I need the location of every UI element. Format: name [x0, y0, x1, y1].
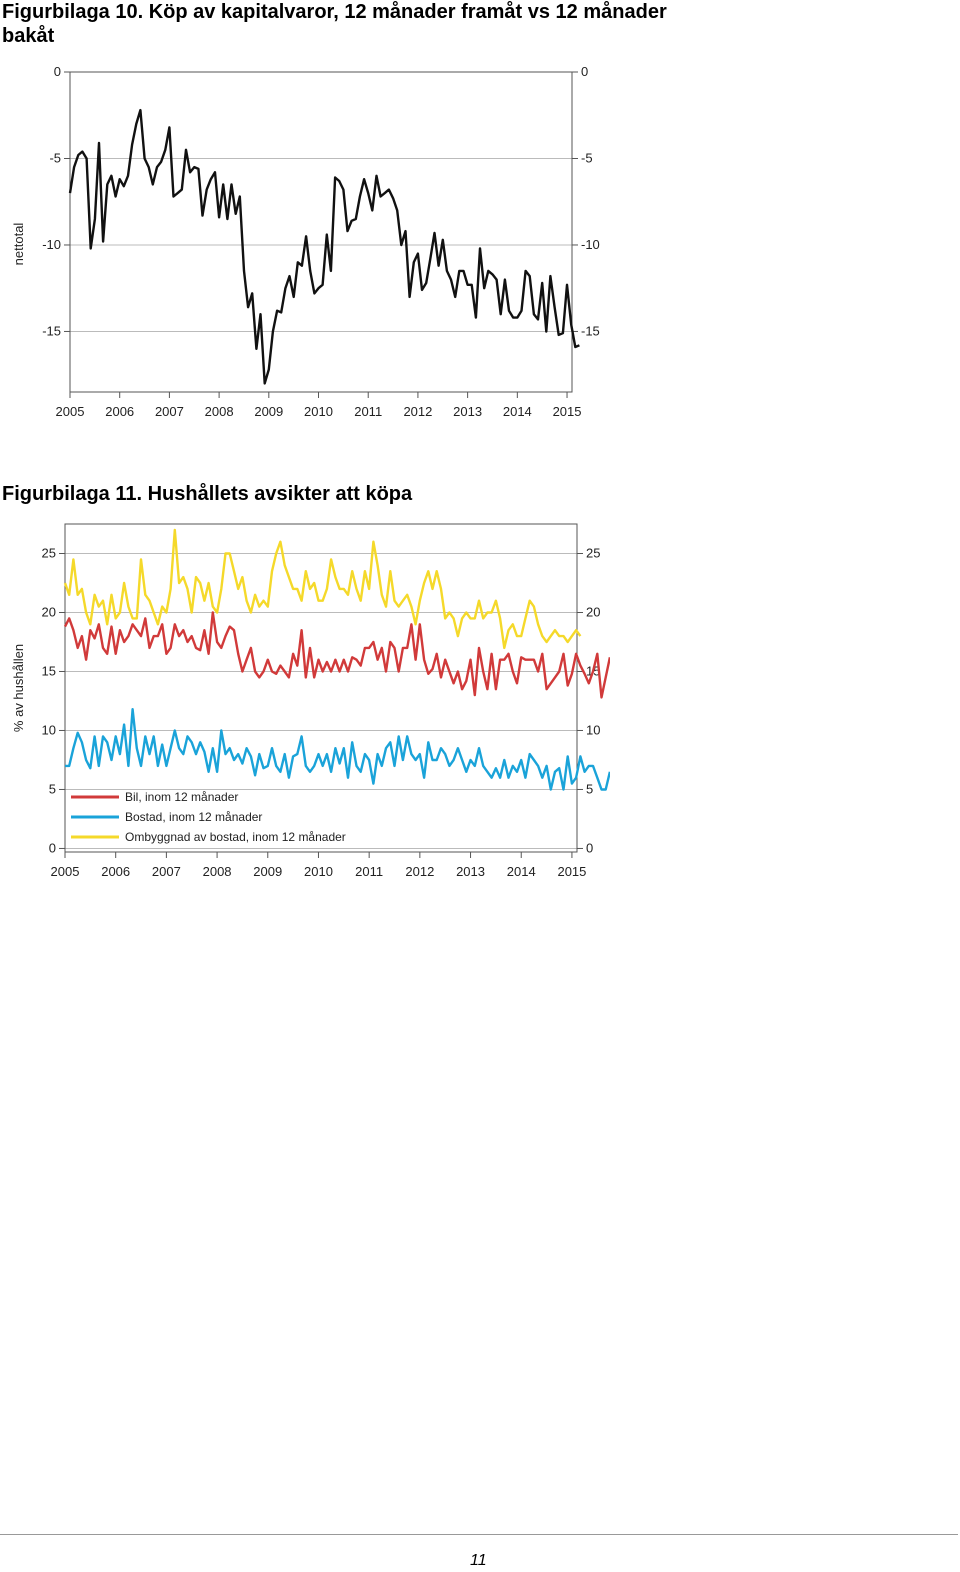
ytick-label-right-5: 5: [586, 781, 593, 796]
ytick-label-right--5: -5: [581, 150, 593, 165]
xtick-label-2013: 2013: [453, 404, 482, 419]
xtick-label-2009: 2009: [254, 404, 283, 419]
xtick-label-2011: 2011: [354, 404, 382, 419]
xtick-label-2007: 2007: [152, 864, 181, 879]
figure-11-legend: Bil, inom 12 månader Bostad, inom 12 måna…: [71, 790, 346, 844]
figure-11-plot-frame: [64, 523, 578, 853]
figure-10-title: Figurbilaga 10. Köp av kapitalvaror, 12 …: [2, 1, 667, 47]
xtick-label-2006: 2006: [105, 404, 134, 419]
ytick-label-left-10: 10: [42, 722, 56, 737]
legend-label-2: Bostad, inom 12 månader: [125, 810, 262, 824]
figure-11-grid: [65, 552, 577, 849]
figure-11-series: [63, 528, 610, 791]
legend-label-3: Ombyggnad av bostad, inom 12 månader: [125, 830, 346, 844]
ytick-label-right--15: -15: [581, 323, 600, 338]
page-number: 11: [470, 1552, 487, 1569]
series-line-1: [63, 611, 610, 699]
figure-11-x-ticks: 2005 2006 2007 2008 2009 2010 2011 2012 2013 2014…: [51, 852, 586, 879]
xtick-label-2015: 2015: [553, 404, 582, 419]
series-line-1: [68, 108, 580, 385]
ytick-label-left--10: -10: [42, 237, 61, 252]
figure-10-series: [68, 108, 580, 385]
ytick-label-right-0: 0: [581, 64, 588, 79]
ytick-label-left-5: 5: [49, 781, 56, 796]
xtick-label-2008: 2008: [205, 404, 234, 419]
xtick-label-2012: 2012: [403, 404, 432, 419]
ytick-label-right-10: 10: [586, 722, 600, 737]
xtick-label-2012: 2012: [405, 864, 434, 879]
legend-label-1: Bil, inom 12 månader: [125, 790, 238, 804]
xtick-label-2006: 2006: [101, 864, 130, 879]
xtick-label-2013: 2013: [456, 864, 485, 879]
ytick-label-left-20: 20: [42, 604, 56, 619]
figure-10-x-ticks: 2005 2006 2007 2008 2009 2010 2011 2012 2013 2014…: [56, 392, 582, 419]
ytick-label-right--10: -10: [581, 237, 600, 252]
series-line-2: [65, 707, 610, 791]
figure-10-y-ticks: 0 0 -5 -5 -10 -10 -15 -15: [42, 64, 600, 338]
ytick-label-left--15: -15: [42, 323, 61, 338]
xtick-label-2007: 2007: [155, 404, 184, 419]
figure-10-y-axis-label: nettotal: [11, 223, 26, 266]
xtick-label-2010: 2010: [304, 864, 333, 879]
ytick-label-right-0: 0: [586, 840, 593, 855]
figure-10-chart: 0 0-5 -5-10 -10-15 -15 2005 2006 2007 2008 2009 2…: [11, 64, 600, 419]
xtick-label-2010: 2010: [304, 404, 333, 419]
xtick-label-2011: 2011: [355, 864, 383, 879]
xtick-label-2014: 2014: [507, 864, 536, 879]
ytick-label-left-0: 0: [49, 840, 56, 855]
ytick-label-left-0: 0: [54, 64, 61, 79]
xtick-label-2005: 2005: [56, 404, 85, 419]
xtick-label-2014: 2014: [503, 404, 532, 419]
xtick-label-2015: 2015: [557, 864, 586, 879]
ytick-label-right-25: 25: [586, 545, 600, 560]
figure-11-y-axis-label: % av hushållen: [11, 644, 26, 732]
xtick-label-2008: 2008: [203, 864, 232, 879]
xtick-label-2005: 2005: [51, 864, 80, 879]
ytick-label-right-20: 20: [586, 604, 600, 619]
figure-10-grid: [70, 71, 572, 332]
ytick-label-left--5: -5: [49, 150, 61, 165]
xtick-label-2009: 2009: [253, 864, 282, 879]
ytick-label-left-15: 15: [42, 663, 56, 678]
series-line-3: [63, 528, 582, 650]
ytick-label-left-25: 25: [42, 545, 56, 560]
figure-10-plot-frame: [69, 71, 573, 393]
figure-11-title: Figurbilaga 11. Hushållets avsikter att …: [2, 483, 413, 505]
footer-divider: [0, 1534, 958, 1535]
